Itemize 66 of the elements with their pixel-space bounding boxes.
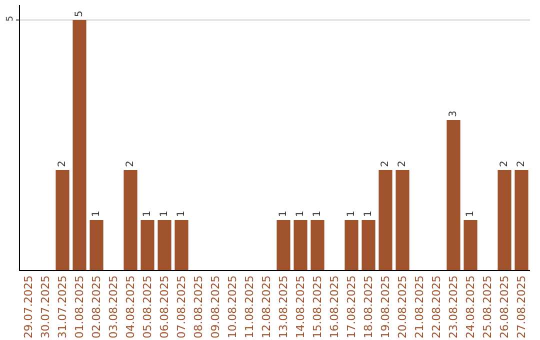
bar [362,220,376,270]
x-tick-label: 15.08.2025 [311,275,324,338]
x-tick-label: 31.07.2025 [56,275,70,338]
x-tick-label: 09.08.2025 [209,275,222,338]
x-tick-label: 26.08.2025 [498,275,512,338]
bar [344,220,358,270]
x-tick-label: 01.08.2025 [73,275,86,338]
x-tick-label: 12.08.2025 [260,275,274,338]
data-label: 2 [516,160,527,167]
bar [464,220,478,270]
data-label: 1 [363,210,374,217]
x-tick-label: 24.08.2025 [464,275,478,338]
x-tick-label: 04.08.2025 [124,275,138,338]
x-tick-label: 03.08.2025 [107,275,120,338]
data-label: 1 [91,210,102,217]
data-label: 1 [142,210,153,217]
x-tick-label: 23.08.2025 [447,275,460,338]
x-tick-label: 10.08.2025 [226,275,240,338]
data-label: 2 [125,160,136,167]
data-label: 5 [74,10,85,17]
bar [378,170,392,270]
x-tick-label: 13.08.2025 [277,275,290,338]
x-tick-label: 22.08.2025 [430,275,444,338]
bar [276,220,290,270]
data-label: 2 [380,160,391,167]
x-tick-label: 29.07.2025 [22,275,36,338]
bar [446,120,460,270]
bar [72,20,86,270]
x-tick-label: 06.08.2025 [158,275,172,338]
data-label: 2 [57,160,68,167]
x-tick-label: 18.08.2025 [362,275,376,338]
data-label: 2 [397,160,408,167]
data-label: 1 [312,210,323,217]
bar [310,220,324,270]
x-tick-label: 07.08.2025 [175,275,188,338]
bar [396,170,410,270]
bar [56,170,70,270]
data-label: 1 [176,210,187,217]
bar [124,170,138,270]
x-tick-label: 08.08.2025 [192,275,206,338]
bar [514,170,528,270]
data-label: 1 [465,210,476,217]
data-label: 1 [346,210,357,217]
data-label: 1 [295,210,306,217]
data-label: 3 [448,110,459,117]
x-tick-label: 05.08.2025 [141,275,154,338]
bar [90,220,104,270]
x-tick-label: 11.08.2025 [243,275,256,338]
x-tick-label: 19.08.2025 [379,275,392,338]
bar [294,220,308,270]
data-label: 2 [499,160,510,167]
x-tick-label: 27.08.2025 [515,275,528,338]
x-tick-label: 30.07.2025 [39,275,52,338]
data-label: 1 [278,210,289,217]
bar [158,220,172,270]
x-tick-label: 14.08.2025 [294,275,308,338]
x-tick-label: 20.08.2025 [396,275,410,338]
bar [174,220,188,270]
x-tick-label: 16.08.2025 [328,275,342,338]
x-tick-label: 02.08.2025 [90,275,104,338]
x-tick-label: 25.08.2025 [481,275,494,338]
bar [140,220,154,270]
x-tick-label: 17.08.2025 [345,275,358,338]
data-label: 1 [159,210,170,217]
bar [498,170,512,270]
x-tick-label: 21.08.2025 [413,275,426,338]
